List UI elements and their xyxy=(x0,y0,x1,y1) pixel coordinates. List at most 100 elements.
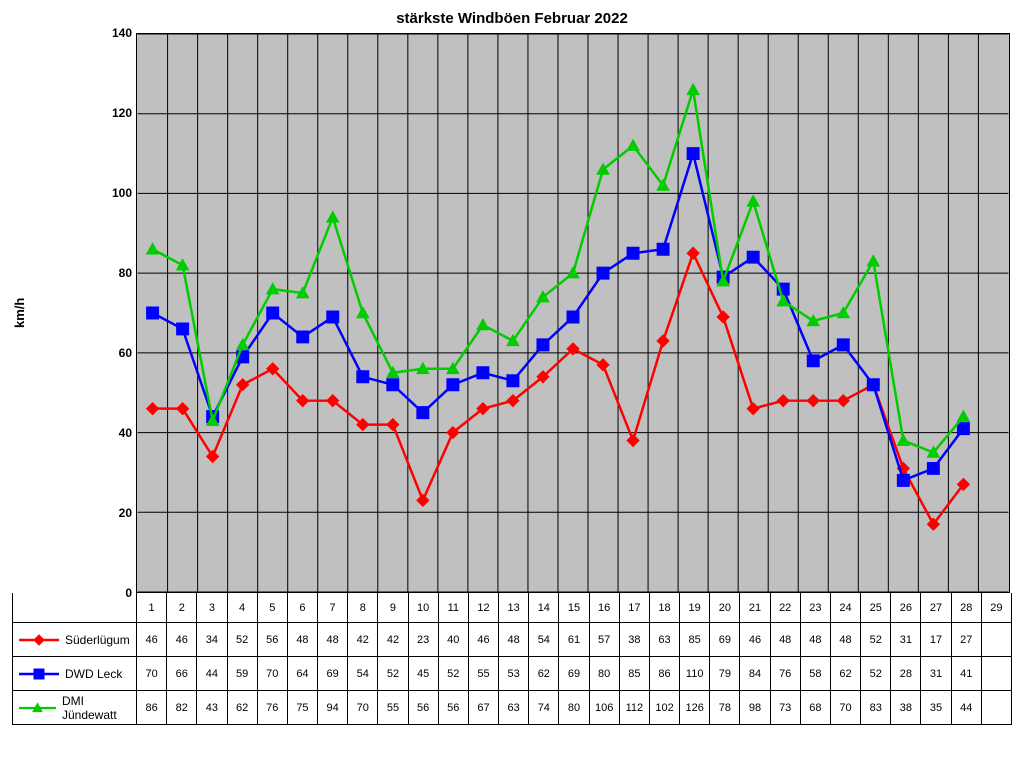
table-cell: 9 xyxy=(378,593,408,622)
table-cell: 28 xyxy=(891,657,921,690)
table-cell: 28 xyxy=(952,593,982,622)
table-cell: 83 xyxy=(861,691,891,724)
y-axis-label: km/h xyxy=(12,33,32,593)
table-cell: 44 xyxy=(952,691,982,724)
table-cell: 21 xyxy=(740,593,770,622)
table-cell: 63 xyxy=(499,691,529,724)
table-cell: 48 xyxy=(499,623,529,656)
table-cell: 52 xyxy=(439,657,469,690)
table-cell: 48 xyxy=(771,623,801,656)
legend-label: DWD Leck xyxy=(65,667,122,681)
table-cell: 23 xyxy=(801,593,831,622)
table-cell: 48 xyxy=(831,623,861,656)
table-cell: 34 xyxy=(197,623,227,656)
chart-svg xyxy=(137,34,1009,592)
table-cell: 27 xyxy=(952,623,982,656)
table-cell: 41 xyxy=(952,657,982,690)
table-cell: 10 xyxy=(409,593,439,622)
row-header: Süderlügum xyxy=(13,623,137,656)
table-cell: 85 xyxy=(620,657,650,690)
table-cell: 29 xyxy=(982,593,1011,622)
table-cell: 61 xyxy=(559,623,589,656)
table-cell: 12 xyxy=(469,593,499,622)
table-cell: 66 xyxy=(167,657,197,690)
data-table: Süderlügum464634525648484242234046485461… xyxy=(12,623,1012,725)
table-cell: 4 xyxy=(228,593,258,622)
table-cell xyxy=(982,657,1011,690)
legend-marker xyxy=(19,667,59,681)
table-cell: 46 xyxy=(740,623,770,656)
table-cell: 82 xyxy=(167,691,197,724)
table-cell: 62 xyxy=(831,657,861,690)
legend-label: Süderlügum xyxy=(65,633,130,647)
table-cell: 48 xyxy=(801,623,831,656)
table-cell: 7 xyxy=(318,593,348,622)
table-cell: 98 xyxy=(740,691,770,724)
table-cell: 70 xyxy=(348,691,378,724)
table-cell: 106 xyxy=(590,691,620,724)
table-cell: 45 xyxy=(409,657,439,690)
table-cell: 70 xyxy=(137,657,167,690)
table-cell: 48 xyxy=(318,623,348,656)
table-cell: 43 xyxy=(197,691,227,724)
table-cell: 70 xyxy=(831,691,861,724)
table-cell: 8 xyxy=(348,593,378,622)
table-cell: 15 xyxy=(559,593,589,622)
table-cell: 56 xyxy=(258,623,288,656)
table-cell: 73 xyxy=(771,691,801,724)
table-cell: 57 xyxy=(590,623,620,656)
table-cell: 76 xyxy=(771,657,801,690)
table-cell: 69 xyxy=(710,623,740,656)
table-cell: 67 xyxy=(469,691,499,724)
table-cell: 52 xyxy=(861,623,891,656)
table-cell: 74 xyxy=(529,691,559,724)
table-cell: 48 xyxy=(288,623,318,656)
table-cell: 40 xyxy=(439,623,469,656)
table-cell xyxy=(982,623,1011,656)
table-cell: 54 xyxy=(348,657,378,690)
table-cell: 2 xyxy=(167,593,197,622)
table-cell: 26 xyxy=(891,593,921,622)
table-cell: 3 xyxy=(197,593,227,622)
table-cell: 56 xyxy=(409,691,439,724)
table-cell: 35 xyxy=(921,691,951,724)
plot-area xyxy=(136,33,1010,593)
table-cell: 102 xyxy=(650,691,680,724)
table-cell: 52 xyxy=(861,657,891,690)
legend-label: DMI Jündewatt xyxy=(62,694,136,722)
table-cell: 75 xyxy=(288,691,318,724)
table-cell: 17 xyxy=(620,593,650,622)
table-cell: 19 xyxy=(680,593,710,622)
table-cell: 46 xyxy=(167,623,197,656)
table-cell: 52 xyxy=(378,657,408,690)
y-axis-ticks: 140120100806040200 xyxy=(32,33,136,593)
data-row-1: DWD Leck70664459706469545245525553626980… xyxy=(12,657,1012,691)
table-cell: 86 xyxy=(650,657,680,690)
table-cell: 31 xyxy=(921,657,951,690)
table-cell xyxy=(982,691,1011,724)
table-cell: 78 xyxy=(710,691,740,724)
table-cell: 42 xyxy=(378,623,408,656)
row-header: DMI Jündewatt xyxy=(13,691,137,724)
table-cell: 23 xyxy=(409,623,439,656)
table-cell: 63 xyxy=(650,623,680,656)
table-cell: 14 xyxy=(529,593,559,622)
table-cell: 42 xyxy=(348,623,378,656)
table-cell: 5 xyxy=(258,593,288,622)
table-cell: 70 xyxy=(258,657,288,690)
table-cell: 80 xyxy=(590,657,620,690)
table-cell: 16 xyxy=(590,593,620,622)
row-header: DWD Leck xyxy=(13,657,137,690)
table-cell: 62 xyxy=(228,691,258,724)
table-cell: 68 xyxy=(801,691,831,724)
legend-marker xyxy=(19,633,59,647)
table-cell: 94 xyxy=(318,691,348,724)
table-cell: 25 xyxy=(861,593,891,622)
table-cell: 46 xyxy=(137,623,167,656)
table-cell: 112 xyxy=(620,691,650,724)
table-cell: 6 xyxy=(288,593,318,622)
table-cell: 27 xyxy=(921,593,951,622)
table-cell: 59 xyxy=(228,657,258,690)
table-cell: 1 xyxy=(137,593,167,622)
table-cell: 126 xyxy=(680,691,710,724)
